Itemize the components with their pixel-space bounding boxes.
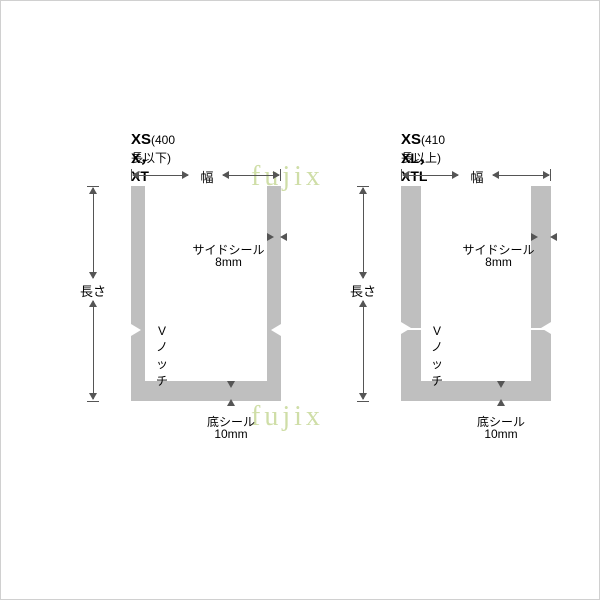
length-label: 長さ bbox=[67, 281, 119, 300]
length-arrow-bottom bbox=[363, 301, 364, 399]
bag-left bbox=[131, 186, 281, 401]
width-arrow-left bbox=[403, 175, 458, 176]
side-seal-arrow-inner bbox=[258, 237, 276, 238]
notch-label: Vノッチ bbox=[431, 324, 443, 389]
width-arrow-left bbox=[133, 175, 188, 176]
seal-left bbox=[131, 186, 145, 401]
side-seal-arrow-outer bbox=[550, 237, 568, 238]
length-arrow-bottom bbox=[93, 301, 94, 399]
v-notch-icon bbox=[271, 324, 281, 336]
v-notch-icon bbox=[131, 324, 141, 336]
width-label: 幅 bbox=[193, 167, 221, 186]
bottom-seal-value: 10mm bbox=[451, 427, 551, 441]
length-arrow-top bbox=[363, 188, 364, 278]
length-label: 長さ bbox=[337, 281, 389, 300]
seal-bottom bbox=[401, 381, 551, 401]
v-notch-icon bbox=[401, 322, 411, 334]
dim-tick bbox=[357, 401, 369, 402]
seal-bottom bbox=[131, 381, 281, 401]
width-label: 幅 bbox=[463, 167, 491, 186]
v-notch-icon bbox=[541, 322, 551, 334]
side-seal-arrow-outer bbox=[280, 237, 298, 238]
seal-right bbox=[267, 186, 281, 401]
bag-right bbox=[401, 186, 551, 401]
dim-tick bbox=[280, 169, 281, 181]
side-seal-value: 8mm bbox=[191, 255, 266, 269]
width-arrow-right bbox=[223, 175, 279, 176]
diagram-canvas: fujix fujix XS(400長以下) X，XT 幅 長さ bbox=[0, 0, 600, 600]
dim-tick bbox=[87, 401, 99, 402]
bottom-seal-arrow-top bbox=[231, 371, 232, 391]
seal-right bbox=[531, 186, 551, 401]
dim-tick bbox=[550, 169, 551, 181]
side-seal-value: 8mm bbox=[461, 255, 536, 269]
bottom-seal-arrow-top bbox=[501, 371, 502, 391]
panel-left-title-main: XS bbox=[131, 131, 151, 148]
side-seal-arrow-inner bbox=[522, 237, 540, 238]
notch-label: Vノッチ bbox=[156, 324, 168, 389]
length-arrow-top bbox=[93, 188, 94, 278]
bottom-seal-value: 10mm bbox=[181, 427, 281, 441]
seal-left bbox=[401, 186, 421, 401]
panel-right-title-main: XS bbox=[401, 131, 421, 148]
width-arrow-right bbox=[493, 175, 549, 176]
